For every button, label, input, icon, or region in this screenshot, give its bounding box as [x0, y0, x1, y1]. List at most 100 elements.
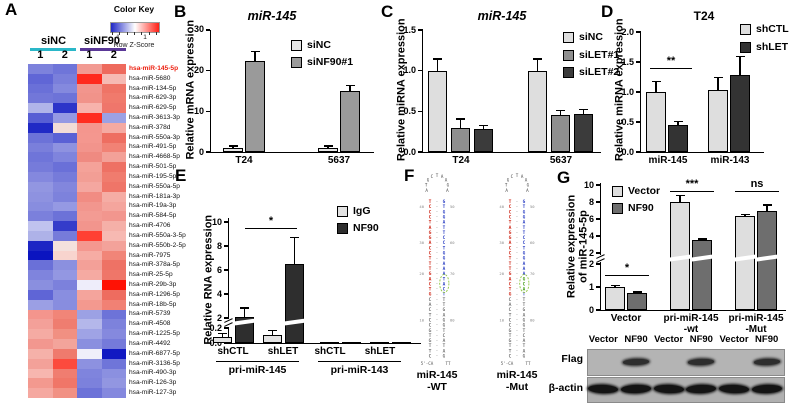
y-tick-label: 0.2: [209, 322, 222, 333]
y-tick-label: 1.5: [403, 24, 416, 35]
error-bar-stem: [679, 196, 681, 202]
heatmap-cell: [77, 260, 102, 271]
structure-letter: -: [436, 260, 438, 265]
heatmap-cell: [52, 368, 78, 379]
heatmap-cell: [101, 240, 127, 252]
heatmap-cell: [101, 191, 127, 202]
structure-letter: -: [516, 302, 518, 307]
structure-letter: C: [429, 251, 432, 257]
bar: [735, 216, 755, 310]
panel-f-label: F: [404, 166, 415, 185]
x-category-label: shCTL: [217, 346, 249, 357]
heatmap-cell: [28, 388, 53, 399]
y-tick: [224, 221, 228, 223]
heatmap-col-number: 2: [110, 49, 117, 61]
blot-bactin-box: [587, 377, 785, 403]
structure-letter: A: [443, 338, 446, 344]
heatmap-cell: [28, 191, 53, 202]
structure-letter: T: [429, 333, 432, 339]
heatmap-cell: [77, 319, 102, 330]
blot-band: [622, 358, 650, 365]
legend-swatch: [337, 206, 348, 217]
legend-label: NF90: [353, 222, 379, 234]
heatmap-cell: [52, 142, 78, 153]
bar: [340, 90, 360, 152]
structure-letter: C: [429, 209, 432, 215]
panel-d-label: D: [601, 2, 614, 21]
structure-letter: G: [523, 209, 526, 215]
structure-letter: A: [509, 302, 512, 308]
heatmap-cell: [77, 378, 102, 389]
y-tick-label: 30: [193, 24, 204, 35]
structure-letter: -: [516, 240, 518, 245]
structure-letter: C: [509, 307, 512, 313]
y-tick-label: 10: [583, 179, 594, 190]
heatmap-cell: [101, 113, 127, 124]
heatmap-row-label: hsa-miR-145-5p: [129, 64, 179, 72]
heatmap-cell: [101, 64, 127, 75]
y-tick: [224, 293, 228, 295]
structure-letter: A: [523, 261, 526, 267]
heatmap-cell: [28, 309, 53, 320]
y-tick-label: 4: [216, 288, 222, 299]
structure-letter: T: [523, 204, 526, 210]
heatmap-row-label: hsa-miR-195-5p: [129, 172, 177, 180]
structure-letter: 80: [450, 317, 455, 322]
structure-letter: A: [523, 266, 526, 272]
error-bar-cap: [579, 108, 588, 110]
structure-letter: -: [516, 204, 518, 209]
structure-letter: -: [516, 338, 518, 343]
significance-label: *: [268, 215, 274, 227]
y-tick: [636, 31, 640, 33]
structure-letter: -: [436, 296, 438, 301]
heatmap-row-label: hsa-miR-550b-2-5p: [129, 241, 186, 249]
y-tick: [206, 151, 210, 153]
legend-swatch: [563, 32, 574, 43]
legend-swatch: [612, 186, 623, 197]
structure-letter: -: [436, 327, 438, 332]
heatmap-row-label: hsa-miR-5680: [129, 74, 171, 82]
structure-letter: G: [509, 292, 512, 298]
legend-swatch: [291, 57, 302, 68]
heatmap-cell: [101, 299, 127, 310]
structure-letter: T: [429, 287, 432, 293]
structure-letter: A: [445, 178, 448, 183]
structure-letter: TT: [525, 361, 531, 366]
structure-letter: T: [429, 220, 432, 226]
structure-letter: T: [443, 343, 446, 349]
structure-letter: T: [509, 199, 512, 205]
structure-letter: 10: [499, 317, 504, 322]
legend-label: NF90: [628, 202, 654, 214]
error-bar-stem: [739, 56, 741, 76]
y-tick-label: 6: [588, 213, 594, 224]
structure-letter: C: [429, 214, 432, 220]
structure-letter: -: [516, 317, 518, 322]
sinf90-underline: [80, 48, 126, 51]
heatmap-cell: [28, 122, 53, 134]
structure-letter: C: [431, 174, 434, 179]
sinc-underline: [30, 48, 76, 51]
y-axis: [422, 29, 424, 153]
heatmap-cell: [77, 132, 102, 143]
structure-letter: -: [436, 266, 438, 271]
structure-letter: 40: [419, 204, 424, 209]
structure-letter: -: [436, 333, 438, 338]
y-tick-label: 0.0: [403, 146, 416, 157]
structure-letter: -: [436, 286, 438, 291]
heatmap-cell: [77, 152, 102, 163]
structure-letter: T: [509, 220, 512, 226]
structure-letter: -: [436, 204, 438, 209]
heatmap-cell: [101, 358, 127, 369]
heatmap-cell: [28, 83, 53, 94]
legend-swatch: [563, 49, 574, 61]
y-tick-label: 4: [588, 230, 594, 241]
structure-letter: -: [436, 312, 438, 317]
structure-letter: C: [523, 240, 526, 246]
error-bar-stem: [459, 119, 462, 128]
structure-letter: T: [443, 230, 446, 236]
heatmap-cell: [77, 122, 102, 134]
x-category-label: shCTL: [314, 346, 346, 357]
x-category-label: Vector: [610, 313, 642, 324]
heatmap-cell: [52, 152, 78, 163]
